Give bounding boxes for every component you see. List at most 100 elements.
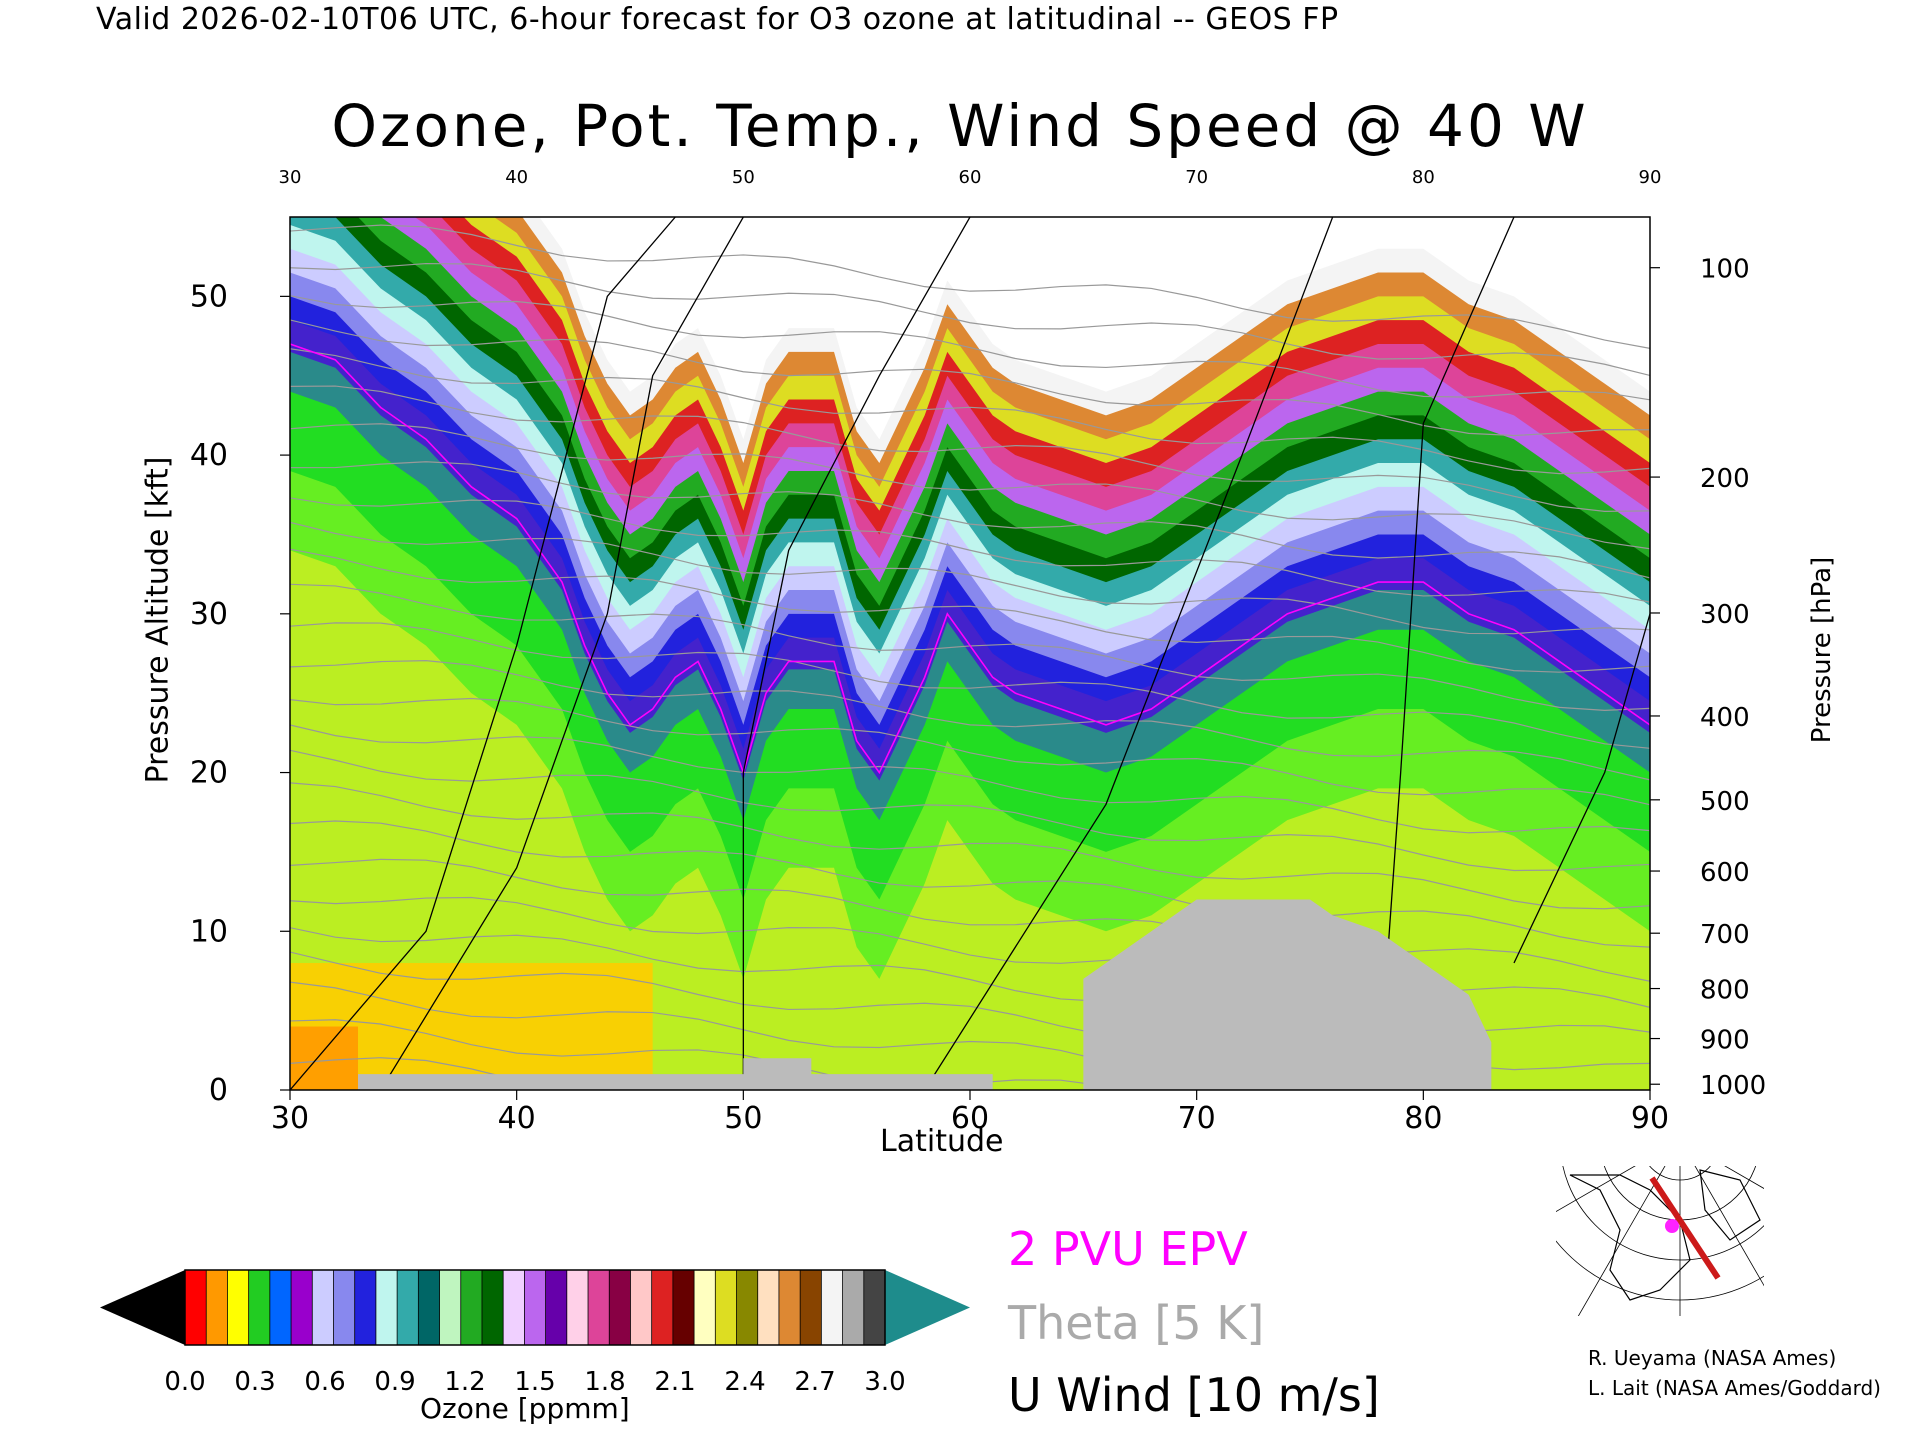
theta-contour	[290, 295, 1650, 401]
colorbar-swatch	[481, 1270, 504, 1345]
chart-title: Ozone, Pot. Temp., Wind Speed @ 40 W	[331, 92, 1589, 160]
x-top-tick-label: 50	[732, 167, 755, 188]
x-top-tick-label: 70	[1185, 167, 1208, 188]
colorbar-swatch	[185, 1270, 207, 1345]
x-tick-label: 70	[1178, 1101, 1216, 1136]
x-top-tick-label: 90	[1639, 167, 1662, 188]
y-tick-label: 50	[190, 279, 228, 314]
colorbar-swatch	[545, 1270, 568, 1345]
theta-contour	[290, 724, 1650, 834]
colorbar-under-arrow	[100, 1270, 185, 1345]
colorbar-swatch	[375, 1270, 398, 1345]
u-wind-contour	[742, 217, 971, 1090]
colorbar-swatch	[694, 1270, 716, 1345]
theta-contour	[290, 461, 1650, 579]
colorbar-tick-label: 0.0	[164, 1367, 205, 1397]
colorbar-swatch	[566, 1270, 589, 1345]
x-axis-label: Latitude	[880, 1124, 1004, 1159]
credit-line-1: R. Ueyama (NASA Ames)	[1588, 1346, 1837, 1370]
pressure-tick-label: 600	[1700, 858, 1750, 888]
theta-contour	[290, 385, 1650, 512]
plot-area	[290, 217, 1650, 1090]
colorbar-swatch	[863, 1270, 886, 1345]
inset-meridian	[1556, 1166, 1636, 1213]
theta-contour	[290, 697, 1650, 806]
theta-contour	[290, 224, 1650, 350]
colorbar-swatch	[206, 1270, 228, 1345]
theta-contour	[290, 660, 1650, 781]
credit-line-2: L. Lait (NASA Ames/Goddard)	[1588, 1376, 1881, 1400]
colorbar-label: Ozone [ppmm]	[420, 1392, 630, 1425]
legend-epv: 2 PVU EPV	[1008, 1222, 1248, 1276]
colorbar-swatch	[248, 1270, 271, 1345]
x-tick-label: 90	[1631, 1101, 1669, 1136]
theta-contour	[290, 262, 1650, 377]
y-tick-label: 40	[190, 438, 228, 473]
pressure-tick-label: 1000	[1700, 1071, 1766, 1101]
theta-contour	[290, 548, 1650, 673]
theta-contour	[290, 521, 1650, 635]
pressure-tick-label: 800	[1700, 976, 1750, 1006]
colorbar-tick-label: 2.7	[794, 1367, 835, 1397]
colorbar-tick-label: 1.8	[584, 1367, 625, 1397]
colorbar-swatch	[397, 1270, 419, 1345]
colorbar-tick-label: 0.6	[304, 1367, 345, 1397]
colorbar-tick-label: 1.5	[514, 1367, 555, 1397]
pressure-tick-label: 100	[1700, 255, 1750, 285]
colorbar-swatch	[439, 1270, 462, 1345]
colorbar-tick-label: 0.9	[374, 1367, 415, 1397]
y-tick-label: 10	[190, 914, 228, 949]
colorbar-swatch	[503, 1270, 525, 1345]
valid-time-line: Valid 2026-02-10T06 UTC, 6-hour forecast…	[96, 2, 1339, 37]
colorbar-swatch	[312, 1270, 334, 1345]
colorbar-tick-label: 1.2	[444, 1367, 485, 1397]
colorbar-tick-label: 2.1	[654, 1367, 695, 1397]
colorbar-swatch	[588, 1270, 610, 1345]
u-wind-contour	[290, 217, 676, 1090]
colorbar: 0.0 0.3 0.6 0.9 1.2 1.5 1.8 2.1 2.4 2.7 3.0	[100, 1269, 970, 1397]
colorbar-swatch	[715, 1270, 738, 1345]
x-tick-label: 80	[1404, 1101, 1442, 1136]
pressure-tick-label: 200	[1700, 464, 1750, 494]
inset-coastline	[1569, 1174, 1691, 1301]
colorbar-swatch	[800, 1270, 822, 1345]
theta-contour	[290, 497, 1650, 603]
terrain-mask	[290, 899, 1492, 1090]
u-wind-contour	[924, 217, 1334, 1090]
colorbar-swatch	[672, 1270, 695, 1345]
inset-locator-map	[1556, 1166, 1764, 1316]
colorbar-swatch	[651, 1270, 674, 1345]
colorbar-frame	[184, 1269, 886, 1346]
y-axis-label: Pressure Altitude [kft]	[140, 456, 176, 784]
colorbar-swatch	[757, 1270, 780, 1345]
pressure-tick-label: 300	[1700, 600, 1750, 630]
colorbar-swatch	[291, 1270, 313, 1345]
colorbar-over-arrow	[885, 1270, 970, 1345]
axes: 3030404050506060707080809090010203040501…	[190, 167, 1766, 1136]
x-tick-label: 60	[951, 1101, 989, 1136]
inset-transect-line	[1649, 1176, 1721, 1280]
colorbar-swatch	[778, 1270, 801, 1345]
theta-contour	[290, 858, 1650, 982]
x-tick-label: 40	[498, 1101, 536, 1136]
colorbar-swatch	[227, 1270, 250, 1345]
colorbar-swatch	[333, 1270, 356, 1345]
colorbar-swatch	[418, 1270, 441, 1345]
colorbar-swatch	[269, 1270, 292, 1345]
pressure-tick-label: 500	[1700, 787, 1750, 817]
x-top-tick-label: 40	[505, 167, 528, 188]
x-top-tick-label: 30	[279, 167, 302, 188]
u-wind-contour	[1513, 613, 1650, 964]
x-top-tick-label: 80	[1412, 167, 1435, 188]
x-tick-label: 50	[724, 1101, 762, 1136]
pressure-tick-label: 400	[1700, 703, 1750, 733]
colorbar-swatch	[842, 1270, 865, 1345]
theta-contour	[290, 820, 1650, 948]
theta-contour	[290, 348, 1650, 475]
colorbar-swatch	[609, 1270, 631, 1345]
inset-location-marker	[1665, 1219, 1679, 1233]
y-tick-label: 30	[190, 597, 228, 632]
colorbar-swatch	[630, 1270, 653, 1345]
colorbar-tick-label: 3.0	[864, 1367, 905, 1397]
